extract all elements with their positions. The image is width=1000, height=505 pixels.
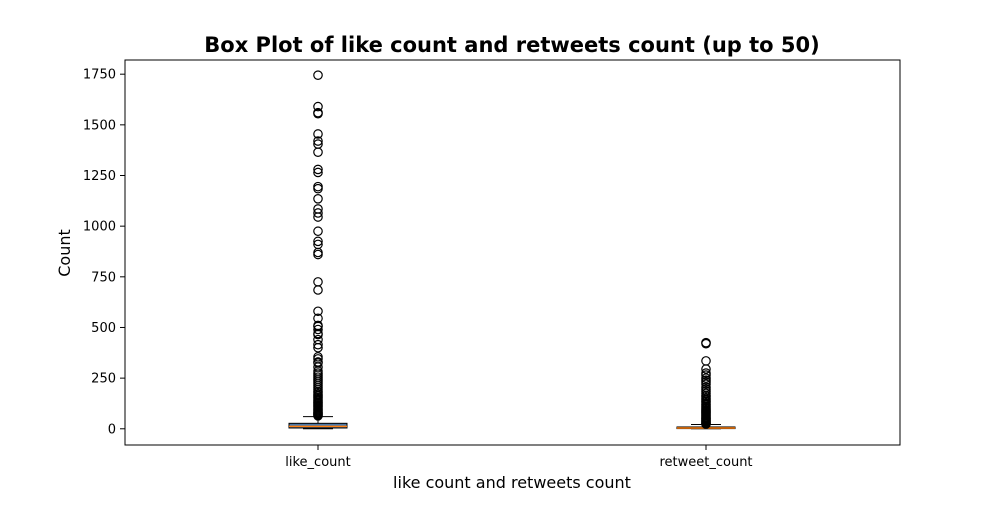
outlier-point xyxy=(313,208,323,218)
outlier-point xyxy=(701,338,711,349)
y-tick-label: 0 xyxy=(108,422,116,437)
y-tick-label: 500 xyxy=(91,321,116,336)
y-tick-label: 1750 xyxy=(83,68,116,83)
outlier-point xyxy=(313,70,323,80)
outlier-point xyxy=(313,167,323,178)
y-axis-label: Count xyxy=(55,229,74,277)
y-tick-label: 1250 xyxy=(83,169,116,184)
outlier-point xyxy=(701,379,711,390)
outlier-point xyxy=(313,324,323,335)
outlier-point xyxy=(313,249,323,260)
outlier-point xyxy=(701,356,711,366)
y-tick-label: 1000 xyxy=(83,220,116,235)
chart-title: Box Plot of like count and retweets coun… xyxy=(204,33,819,57)
outlier-point xyxy=(313,212,323,222)
outlier-point xyxy=(313,101,323,112)
outlier-point xyxy=(313,226,323,237)
outlier-point xyxy=(313,411,323,421)
outlier-point xyxy=(313,247,323,258)
outlier-point xyxy=(701,364,711,374)
y-tick-label: 750 xyxy=(91,270,116,285)
outlier-point xyxy=(313,329,323,340)
outlier-point xyxy=(313,183,323,194)
plot-area: 0 250 500 750 1000 1250 1500 1750 like_count retw… xyxy=(83,59,901,470)
x-axis-label: like count and retweets count xyxy=(393,473,631,492)
outlier-point xyxy=(313,339,323,350)
outlier-point xyxy=(313,306,323,317)
x-tick-label: retweet_count xyxy=(659,455,752,470)
x-tick-label: like_count xyxy=(285,455,350,470)
outlier-point xyxy=(313,181,323,192)
y-tick-label: 250 xyxy=(91,372,116,387)
outlier-point xyxy=(701,370,711,380)
outlier-point xyxy=(313,285,323,295)
outlier-point xyxy=(313,236,323,247)
outlier-point xyxy=(313,108,323,119)
outlier-point xyxy=(313,194,323,204)
y-tick-label: 1500 xyxy=(83,118,116,133)
plot-frame xyxy=(124,59,901,446)
outlier-point xyxy=(313,136,323,146)
outlier-point xyxy=(313,147,323,157)
outlier-point xyxy=(313,342,323,353)
outlier-point xyxy=(313,277,323,287)
outlier-point xyxy=(313,164,323,175)
outlier-point xyxy=(701,419,711,429)
outlier-point xyxy=(313,129,323,139)
